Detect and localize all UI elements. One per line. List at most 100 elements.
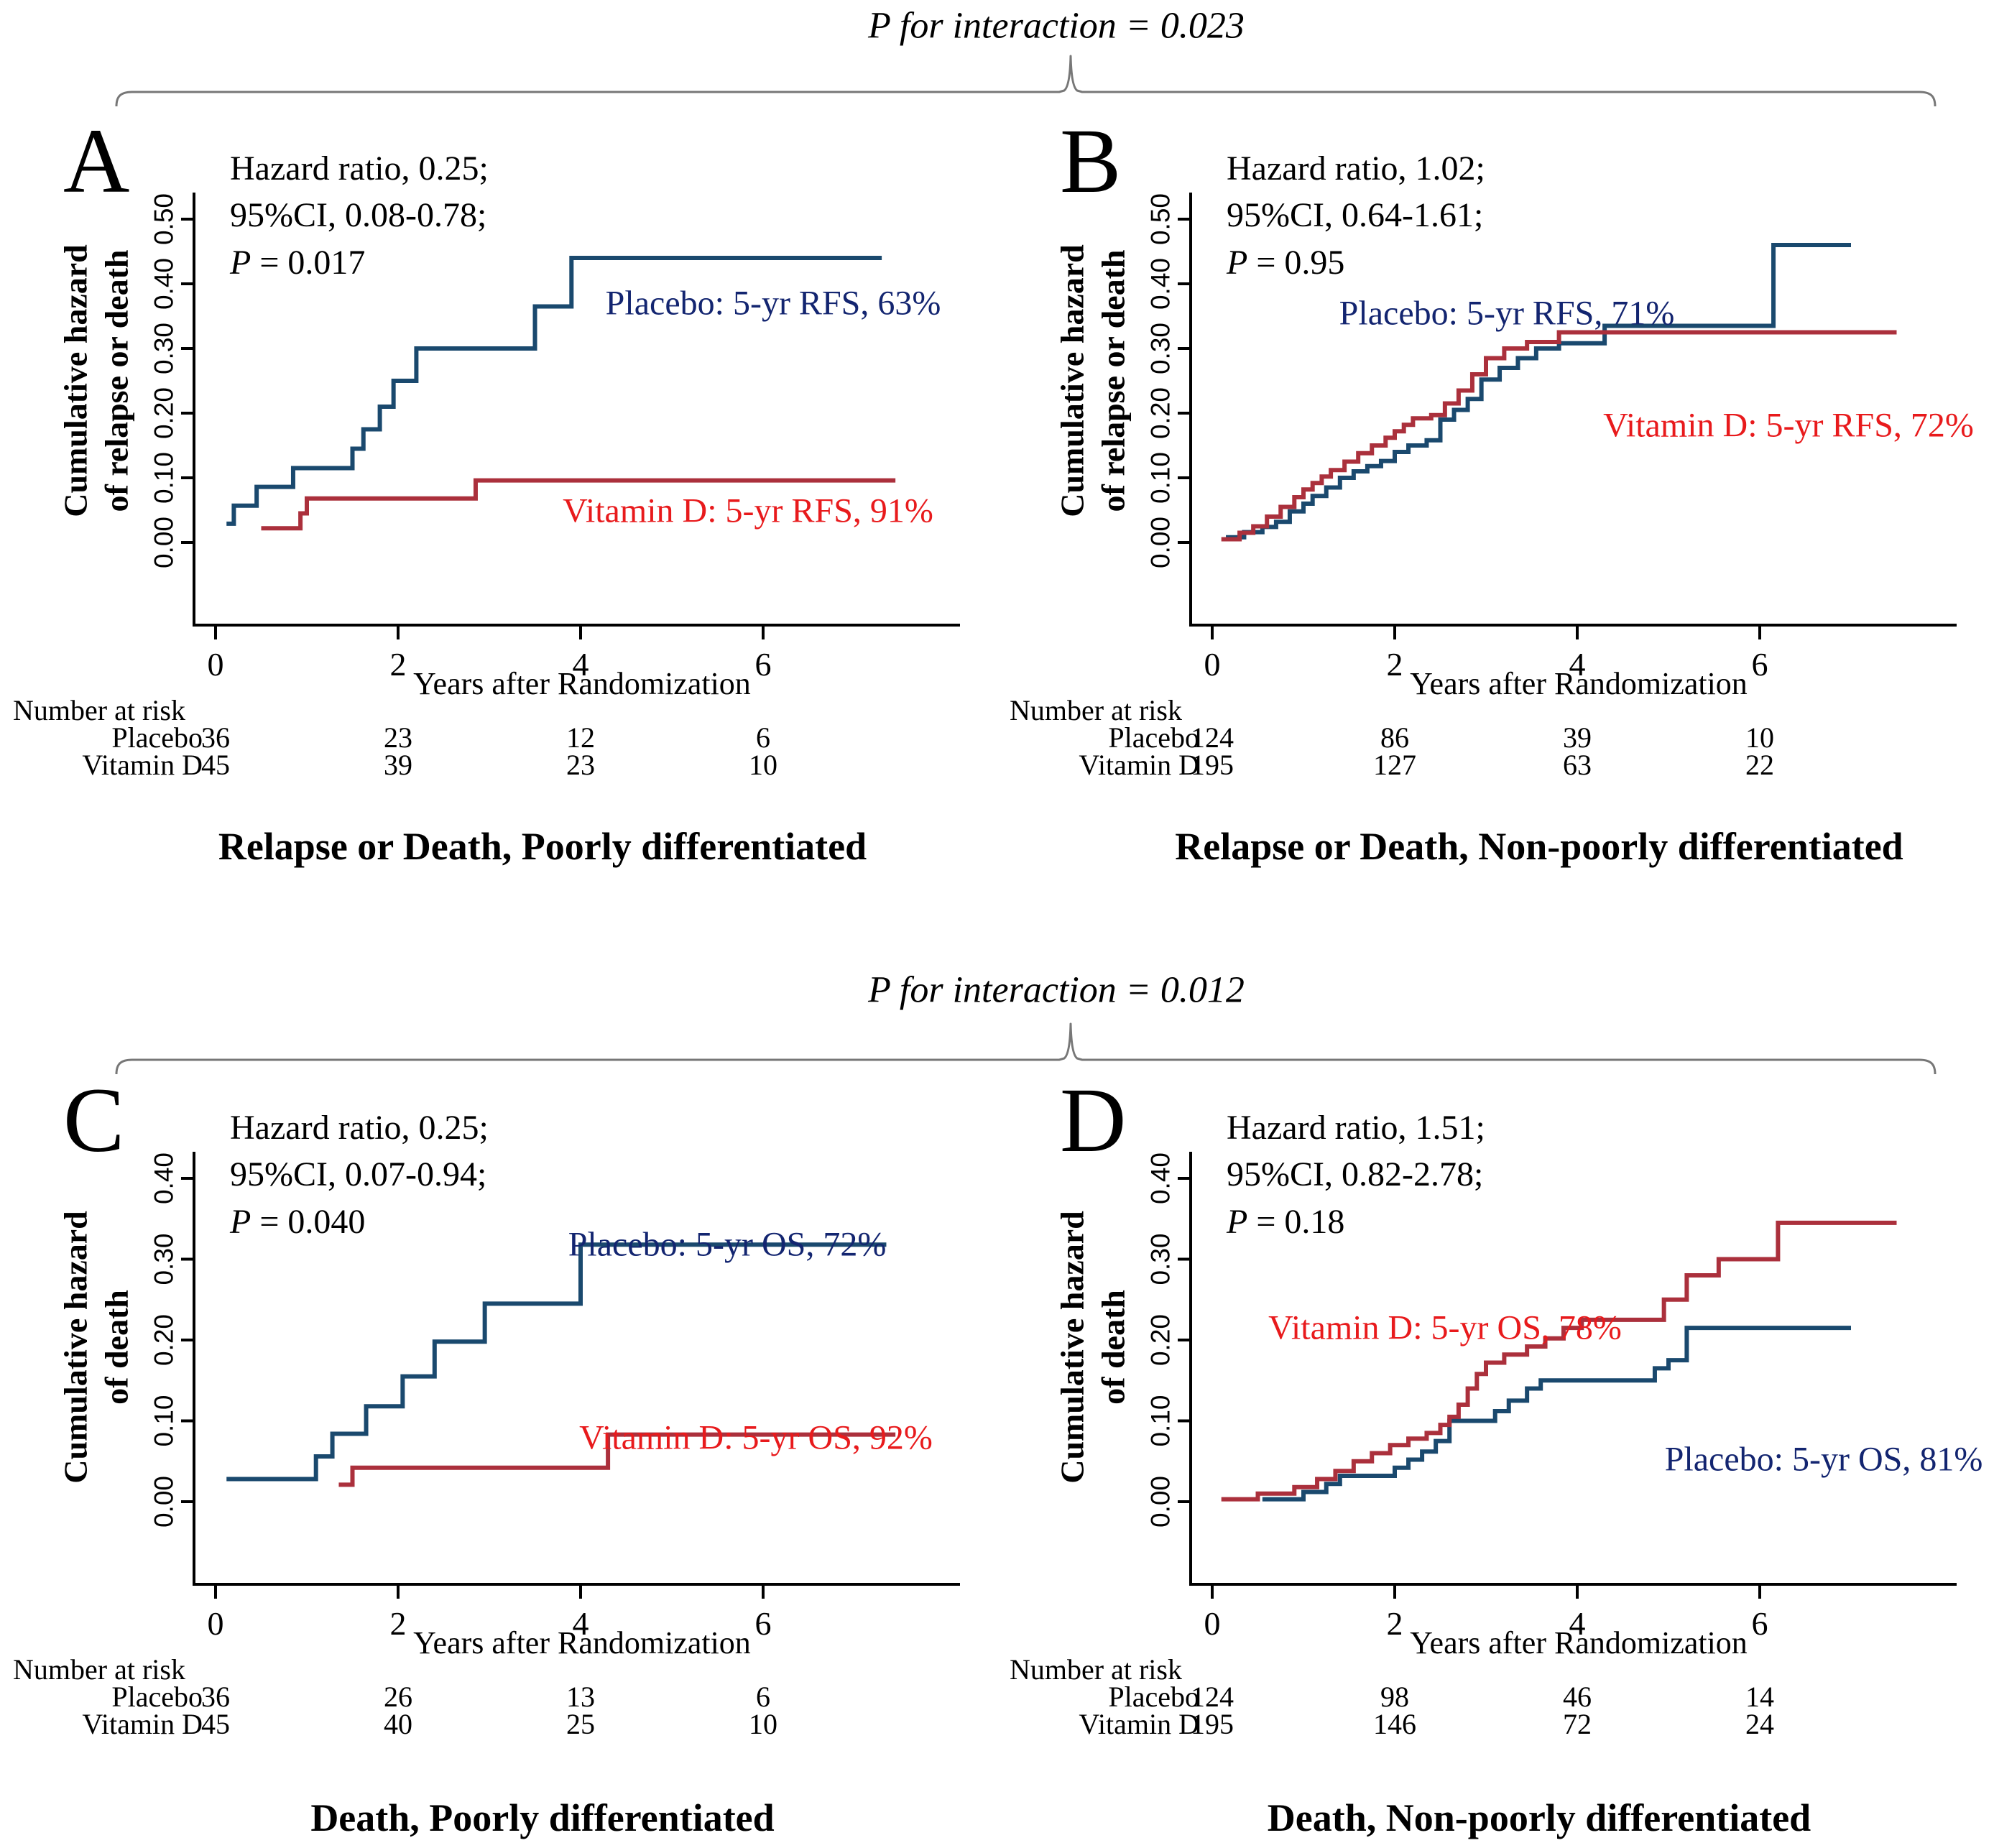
survival-plot-b: 0.00 0.10 0.20 0.30 0.40 0.50 0 2 4 6 bbox=[1146, 193, 1957, 683]
ci-line: 95%CI, 0.82-2.78; bbox=[1227, 1155, 1484, 1194]
x-tick-label: 2 bbox=[390, 1605, 407, 1642]
x-tick-label: 2 bbox=[1387, 646, 1403, 683]
y-tick-label: 0.10 bbox=[149, 1395, 179, 1446]
p-value: = 0.95 bbox=[1247, 243, 1345, 282]
risk-value: 23 bbox=[566, 749, 595, 781]
x-tick-label: 2 bbox=[390, 646, 407, 683]
y-axis-title-line1: Cumulative hazard bbox=[57, 244, 94, 517]
x-tick-label: 0 bbox=[208, 1605, 224, 1642]
risk-value: 124 bbox=[1191, 1681, 1234, 1713]
risk-value: 195 bbox=[1191, 1708, 1234, 1740]
risk-row-label: Placebo bbox=[1108, 1681, 1199, 1713]
ci-line: 95%CI, 0.64-1.61; bbox=[1227, 196, 1484, 235]
curve-placebo bbox=[226, 1242, 887, 1482]
panel-a-caption: Relapse or Death, Poorly differentiated bbox=[218, 825, 867, 868]
risk-row-label: Placebo bbox=[111, 721, 203, 754]
p-symbol: P bbox=[1227, 243, 1248, 282]
y-tick-label: 0.00 bbox=[1146, 1476, 1176, 1528]
y-tick-label: 0.30 bbox=[1146, 1233, 1176, 1285]
p-value: = 0.18 bbox=[1247, 1202, 1345, 1241]
panel-d-stats: Hazard ratio, 1.51; 95%CI, 0.82-2.78; P … bbox=[1227, 1104, 1485, 1245]
risk-row-vitamin-d: Vitamin D 195 127 63 22 bbox=[997, 748, 1994, 781]
risk-value: 25 bbox=[566, 1708, 595, 1740]
y-tick-label: 0.20 bbox=[1146, 387, 1176, 439]
survival-plot-c: 0.00 0.10 0.20 0.30 0.40 0 2 4 6 bbox=[149, 1152, 960, 1642]
risk-value: 46 bbox=[1563, 1681, 1592, 1713]
survival-plot-d: 0.00 0.10 0.20 0.30 0.40 0 2 4 6 bbox=[1146, 1152, 1957, 1642]
y-axis-title-line1: Cumulative hazard bbox=[1053, 1211, 1091, 1484]
p-value-line: P = 0.95 bbox=[1227, 239, 1485, 286]
hazard-ratio-line: Hazard ratio, 0.25; bbox=[230, 149, 489, 188]
curve-placebo bbox=[1262, 1326, 1851, 1502]
risk-value: 124 bbox=[1191, 721, 1234, 754]
y-axis-title-line1: Cumulative hazard bbox=[1053, 244, 1091, 517]
curve-vitamin-d bbox=[261, 478, 896, 531]
interaction-p-label-bottom: P for interaction = 0.012 bbox=[868, 969, 1245, 1011]
risk-value: 63 bbox=[1563, 749, 1592, 781]
p-value: = 0.040 bbox=[251, 1202, 366, 1241]
risk-value: 10 bbox=[749, 749, 777, 781]
hazard-ratio-line: Hazard ratio, 1.02; bbox=[1227, 149, 1485, 188]
curve-vitamin-d bbox=[1221, 1220, 1897, 1502]
x-tick-label: 0 bbox=[1204, 1605, 1221, 1642]
y-tick-label: 0.20 bbox=[1146, 1314, 1176, 1366]
risk-row-placebo: Placebo 124 86 39 10 bbox=[997, 721, 1994, 754]
risk-value: 23 bbox=[384, 721, 412, 754]
risk-value: 36 bbox=[201, 1681, 230, 1713]
panel-d-caption: Death, Non-poorly differentiated bbox=[1267, 1796, 1811, 1839]
risk-row-label: Vitamin D bbox=[1079, 1708, 1199, 1740]
vitamin-d-series-label: Vitamin D: 5-yr RFS, 72% bbox=[1603, 406, 1974, 445]
y-tick-label: 0.30 bbox=[149, 323, 179, 374]
risk-value: 127 bbox=[1373, 749, 1416, 781]
number-at-risk-header: Number at risk bbox=[13, 1653, 185, 1686]
p-symbol: P bbox=[230, 243, 251, 282]
risk-value: 6 bbox=[756, 721, 770, 754]
p-value: = 0.017 bbox=[251, 243, 366, 282]
risk-value: 26 bbox=[384, 1681, 412, 1713]
y-axis-title-line1: Cumulative hazard bbox=[57, 1211, 94, 1484]
p-symbol: P bbox=[1227, 1202, 1248, 1241]
y-tick-label: 0.30 bbox=[149, 1233, 179, 1285]
risk-value: 146 bbox=[1373, 1708, 1416, 1740]
y-tick-label: 0.00 bbox=[1146, 517, 1176, 568]
risk-row-placebo: Placebo 36 26 13 6 bbox=[0, 1680, 997, 1713]
risk-row-label: Vitamin D bbox=[82, 749, 203, 781]
risk-row-label: Placebo bbox=[1108, 721, 1199, 754]
y-tick-label: 0.20 bbox=[149, 387, 179, 439]
y-tick-label: 0.40 bbox=[149, 1152, 179, 1204]
curve-vitamin-d bbox=[338, 1432, 896, 1487]
panel-b-caption: Relapse or Death, Non-poorly differentia… bbox=[1175, 825, 1903, 868]
x-tick-label: 4 bbox=[1569, 646, 1586, 683]
number-at-risk-header: Number at risk bbox=[1010, 694, 1182, 726]
vitamin-d-series-label: Vitamin D: 5-yr OS, 78% bbox=[1268, 1308, 1622, 1347]
x-tick-label: 2 bbox=[1387, 1605, 1403, 1642]
risk-value: 45 bbox=[201, 749, 230, 781]
risk-value: 39 bbox=[1563, 721, 1592, 754]
p-symbol: P bbox=[230, 1202, 251, 1241]
panel-a-letter: A bbox=[63, 110, 130, 212]
x-tick-label: 4 bbox=[573, 1605, 589, 1642]
curve-placebo bbox=[226, 256, 882, 526]
x-axis-title: Years after Randomization bbox=[413, 666, 751, 701]
risk-value: 195 bbox=[1191, 749, 1234, 781]
panel-d-letter: D bbox=[1060, 1069, 1127, 1171]
bottom-brace bbox=[115, 1022, 1937, 1075]
p-value-line: P = 0.040 bbox=[230, 1198, 489, 1245]
risk-row-label: Placebo bbox=[111, 1681, 203, 1713]
hazard-ratio-line: Hazard ratio, 0.25; bbox=[230, 1109, 489, 1147]
y-tick-label: 0.50 bbox=[1146, 193, 1176, 245]
risk-value: 45 bbox=[201, 1708, 230, 1740]
top-brace bbox=[115, 55, 1937, 107]
p-value-line: P = 0.18 bbox=[1227, 1198, 1485, 1245]
y-tick-label: 0.10 bbox=[1146, 452, 1176, 504]
risk-value: 98 bbox=[1380, 1681, 1409, 1713]
panel-c-stats: Hazard ratio, 0.25; 95%CI, 0.07-0.94; P … bbox=[230, 1104, 489, 1245]
risk-value: 22 bbox=[1745, 749, 1774, 781]
y-tick-label: 0.10 bbox=[149, 452, 179, 504]
x-tick-label: 4 bbox=[1569, 1605, 1586, 1642]
panel-a-stats: Hazard ratio, 0.25; 95%CI, 0.08-0.78; P … bbox=[230, 145, 489, 286]
y-tick-label: 0.00 bbox=[149, 517, 179, 568]
panel-b-letter: B bbox=[1060, 110, 1122, 212]
p-value-line: P = 0.017 bbox=[230, 239, 489, 286]
vitamin-d-series-label: Vitamin D: 5-yr OS, 92% bbox=[579, 1418, 933, 1457]
